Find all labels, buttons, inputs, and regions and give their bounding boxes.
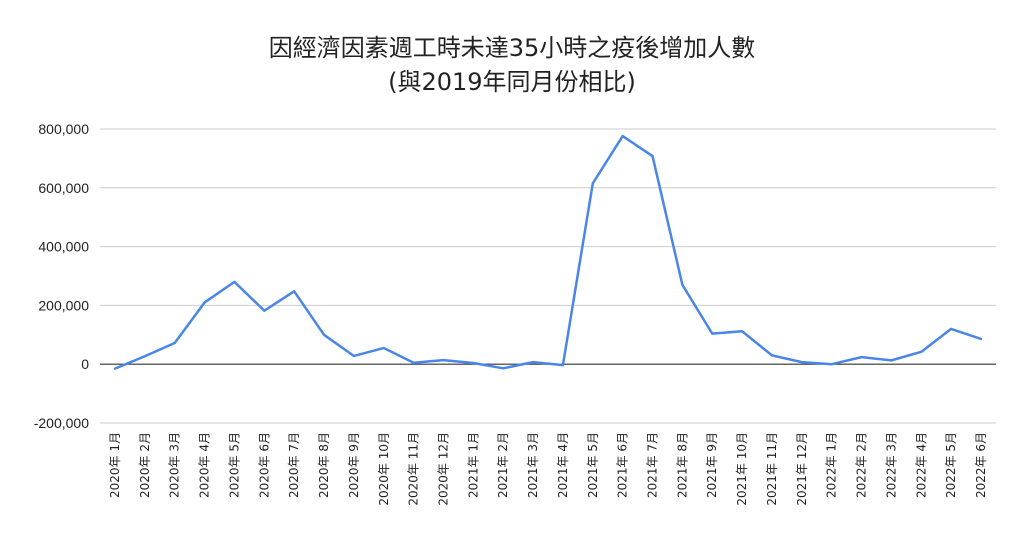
chart-title-line-1: 因經濟因素週工時未達35小時之疫後增加人數 <box>269 34 756 62</box>
x-tick-label: 2020年 9月 <box>347 432 361 498</box>
x-tick-label: 2020年 1月 <box>108 432 122 498</box>
x-tick-label: 2020年 10月 <box>377 432 391 506</box>
x-tick-label: 2020年 11月 <box>407 432 421 506</box>
x-tick-label: 2021年 5月 <box>586 432 600 498</box>
x-tick-label: 2021年 2月 <box>496 432 510 498</box>
x-tick-label: 2021年 12月 <box>795 432 809 506</box>
gridlines <box>100 128 996 424</box>
x-tick-label: 2020年 5月 <box>227 432 241 498</box>
x-tick-label: 2022年 4月 <box>914 432 928 498</box>
x-tick-label: 2020年 4月 <box>198 432 212 498</box>
x-tick-label: 2021年 4月 <box>556 432 570 498</box>
x-tick-label: 2020年 6月 <box>257 432 271 498</box>
x-tick-label: 2020年 3月 <box>168 432 182 498</box>
x-tick-label: 2020年 12月 <box>436 432 450 506</box>
x-tick-label: 2021年 7月 <box>646 432 660 498</box>
x-tick-label: 2022年 2月 <box>855 432 869 498</box>
y-tick-label: 400,000 <box>38 239 89 255</box>
x-tick-label: 2020年 7月 <box>287 432 301 498</box>
y-tick-label: 800,000 <box>38 121 89 137</box>
series-line <box>113 134 983 370</box>
series-layer <box>113 134 983 370</box>
x-tick-label: 2021年 3月 <box>526 432 540 498</box>
x-tick-label: 2021年 8月 <box>675 432 689 498</box>
x-tick-label: 2021年 9月 <box>705 432 719 498</box>
x-axis-tick-labels: 2020年 1月 2020年 2月 2020年 3月 2020年 4月 2020年 5月… <box>108 432 988 506</box>
x-tick-label: 2022年 1月 <box>825 432 839 498</box>
y-tick-label: 200,000 <box>38 297 89 313</box>
x-tick-label: 2020年 2月 <box>138 432 152 498</box>
x-tick-label: 2020年 8月 <box>317 432 331 498</box>
x-tick-label: 2022年 3月 <box>884 432 898 498</box>
y-tick-label: -200,000 <box>34 415 89 431</box>
x-tick-label: 2022年 5月 <box>944 432 958 498</box>
chart-title-line-2: (與2019年同月份相比) <box>388 68 636 96</box>
y-tick-label: 0 <box>81 356 89 372</box>
x-tick-label: 2021年 6月 <box>616 432 630 498</box>
x-tick-label: 2021年 1月 <box>466 432 480 498</box>
y-axis-tick-labels: -200,000 0 200,000 400,000 600,000 800,000 <box>34 121 89 431</box>
x-tick-label: 2022年 6月 <box>974 432 988 498</box>
x-tick-label: 2021年 11月 <box>765 432 779 506</box>
x-tick-label: 2021年 10月 <box>735 432 749 506</box>
y-tick-label: 600,000 <box>38 180 89 196</box>
